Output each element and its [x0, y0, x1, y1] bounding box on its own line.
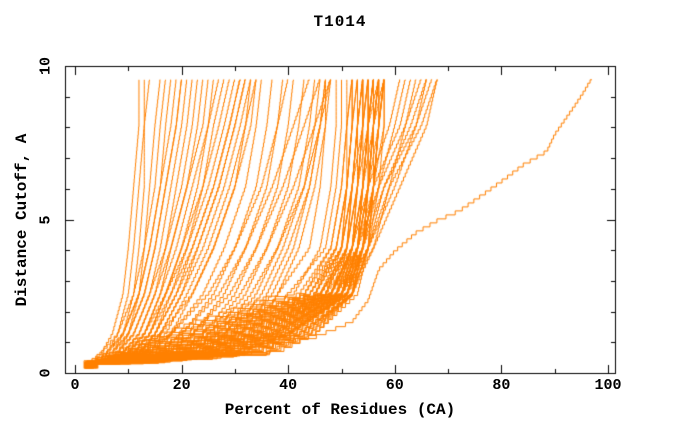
x-axis-label: Percent of Residues (CA) — [224, 401, 456, 419]
y-axis-label: Distance Cutoff, A — [13, 133, 31, 307]
chart-title: T1014 — [313, 13, 367, 31]
x-tick-label: 0 — [70, 377, 80, 394]
x-tick-label: 40 — [279, 377, 298, 394]
x-tick-label: 80 — [492, 377, 511, 394]
y-tick-label: 10 — [37, 56, 55, 76]
y-tick-label: 0 — [37, 368, 55, 378]
x-tick-label: 20 — [172, 377, 191, 394]
x-tick-label: 100 — [594, 377, 622, 394]
x-tick-label: 60 — [385, 377, 404, 394]
y-tick-label: 5 — [37, 214, 55, 225]
